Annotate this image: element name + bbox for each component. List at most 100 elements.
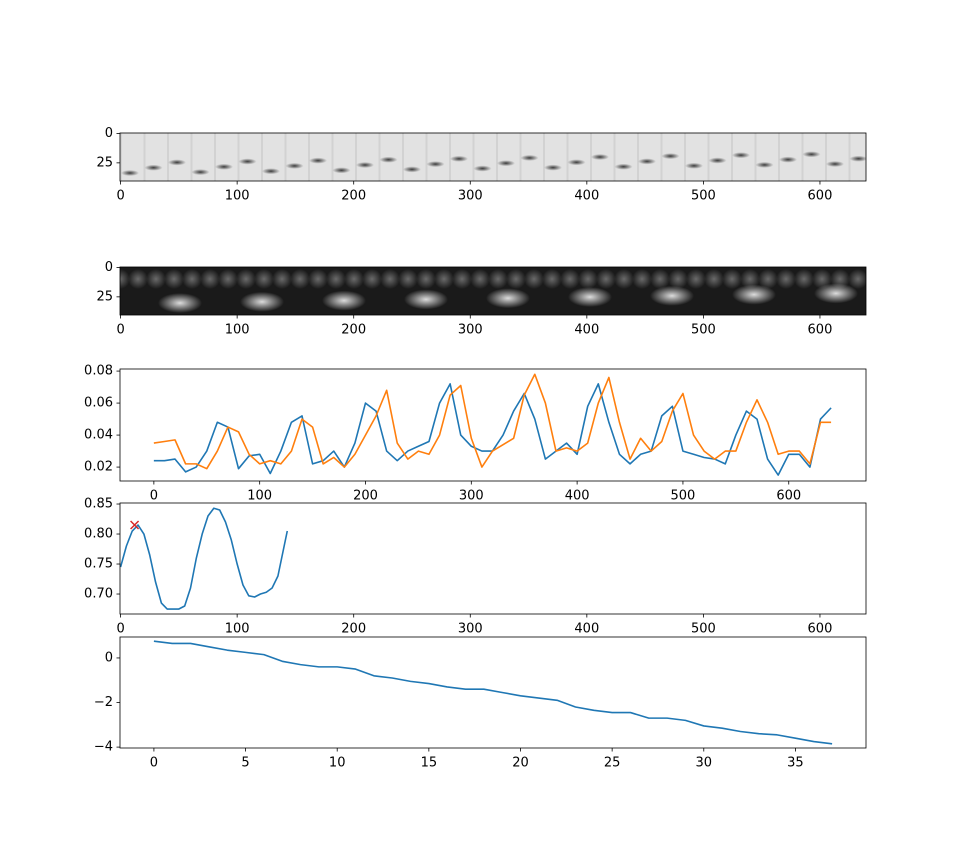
x-tick-label: 30 [696,756,713,771]
image-texture [332,167,351,174]
plot-area [153,640,833,745]
image-texture [404,289,448,310]
image-texture [449,133,451,181]
image-texture [684,133,686,181]
image-texture [632,269,652,289]
line [153,383,832,476]
x-tick-label: 500 [671,489,696,504]
y-tick-label: 0.70 [84,587,113,602]
image-texture [591,154,609,160]
image-texture [488,269,508,289]
image-texture [128,269,148,289]
image-texture [614,163,633,170]
y-tick-label: 25 [96,289,113,304]
image-texture [637,133,639,181]
image-texture [362,269,382,289]
image-texture [704,269,724,289]
image-texture [497,160,515,167]
image-texture [426,161,445,168]
x-tick-label: 0 [150,756,158,771]
plot-area [120,133,866,181]
image-texture [403,166,421,173]
image-texture [472,133,475,181]
image-texture [543,133,545,181]
y-tick-label: 0.80 [84,527,113,542]
image-texture [776,269,796,289]
axes-frame [119,502,867,615]
image-texture [309,157,327,164]
x-tick-label: 300 [459,489,484,504]
y-tick-label: 25 [96,155,113,170]
image-texture [200,269,220,289]
x-tick-label: 200 [341,189,366,204]
image-texture [322,290,366,311]
image-texture [261,133,263,181]
plot-area [120,507,289,610]
image [120,133,866,181]
image-texture [356,162,374,168]
image-texture [596,269,616,289]
image-texture [378,133,381,181]
line [153,373,832,470]
image-texture [578,269,598,289]
image-texture [560,269,580,289]
image-texture [849,155,866,162]
image-texture [731,133,733,181]
axes-frame [119,132,867,182]
y-tick-label: 0.02 [84,460,113,475]
image-texture [254,269,274,289]
image-texture [544,164,562,171]
image-texture [398,269,418,289]
axes-frame [119,266,867,316]
image-texture [732,284,776,305]
x-tick-label: 200 [353,489,378,504]
image-texture [473,165,492,172]
image-texture [237,133,240,181]
x-tick-label: 500 [691,622,716,637]
image-texture [896,282,940,302]
image-texture [848,269,866,289]
x-tick-label: 20 [512,756,529,771]
image-texture [218,269,238,289]
image-texture [520,154,539,161]
image-texture [143,133,146,181]
image-texture [182,269,202,289]
image-texture [470,269,490,289]
x-tick-label: 300 [458,622,483,637]
x-tick-label: 100 [225,622,250,637]
image-texture [668,269,688,289]
image-texture [236,269,256,289]
y-tick-label: −2 [94,695,113,710]
image-texture [240,291,284,312]
image-texture [191,169,210,176]
image-texture [801,133,804,181]
image-texture [794,269,814,289]
image-texture [732,152,750,159]
x-tick-label: 10 [329,756,346,771]
image-texture [650,285,694,306]
x-tick-label: 300 [458,323,483,338]
image-texture [146,269,166,289]
x-tick-label: 600 [808,189,833,204]
axes-frame [119,636,867,749]
image-texture [825,133,827,181]
image-texture [685,162,703,169]
x-tick-label: 0 [150,489,158,504]
image-texture [326,269,346,289]
x-tick-label: 600 [808,323,833,338]
image-texture [158,293,202,313]
image-texture [434,269,454,289]
image-texture [425,133,428,181]
x-tick-label: 600 [776,489,801,504]
image-texture [686,269,706,289]
y-tick-label: 0.08 [84,364,113,379]
image-texture [380,269,400,289]
plot-area [153,373,832,476]
image-texture [613,133,616,181]
image-texture [708,157,727,164]
y-tick-label: 0.85 [84,497,113,512]
image-texture [190,133,193,181]
image-texture [168,159,186,166]
image-texture [519,133,522,181]
image-texture [164,269,184,289]
